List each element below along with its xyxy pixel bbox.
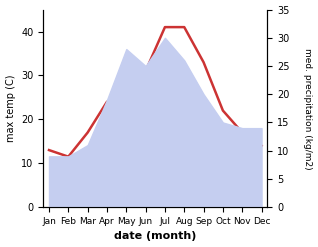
X-axis label: date (month): date (month) [114, 231, 197, 242]
Y-axis label: med. precipitation (kg/m2): med. precipitation (kg/m2) [303, 48, 313, 169]
Y-axis label: max temp (C): max temp (C) [5, 75, 16, 142]
